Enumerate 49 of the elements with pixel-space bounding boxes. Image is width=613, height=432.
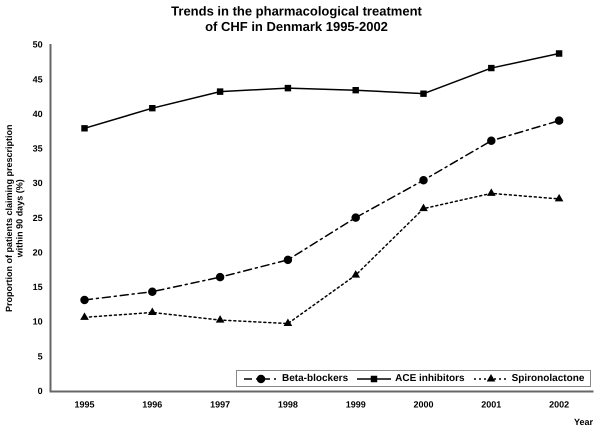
point xyxy=(284,256,292,264)
point xyxy=(284,84,292,92)
point xyxy=(284,319,292,326)
point xyxy=(81,125,88,132)
point xyxy=(488,64,495,72)
point xyxy=(420,90,427,97)
y-tick-label: 30 xyxy=(32,178,43,188)
x-tick-label: 2000 xyxy=(413,399,434,410)
point xyxy=(216,316,224,323)
y-tick-label: 35 xyxy=(32,144,43,154)
y-tick-label: 5 xyxy=(38,351,43,362)
chart-title: Trends in the pharmacological treatment of CHF in Denmark 1995-2002 xyxy=(171,3,423,34)
x-tick-label: 1999 xyxy=(346,399,366,410)
x-tick-label: 1996 xyxy=(142,399,162,410)
point xyxy=(555,194,563,202)
point xyxy=(352,86,359,94)
y-axis-title: Proportion of patients claiming prescription within 90 days (%) xyxy=(4,124,25,312)
point xyxy=(148,287,157,296)
point xyxy=(148,308,156,315)
x-tick-label: 1998 xyxy=(278,399,298,410)
legend-label: Beta-blockers xyxy=(282,373,348,384)
point xyxy=(420,204,428,212)
point xyxy=(149,104,156,112)
point xyxy=(80,313,88,320)
point xyxy=(487,136,496,145)
point xyxy=(556,50,562,57)
legend-label: Spironolactone xyxy=(512,373,584,384)
y-tick-label: 45 xyxy=(32,74,43,84)
y-tick-label: 0 xyxy=(38,386,43,396)
y-tick-label: 40 xyxy=(32,108,43,119)
x-axis-title: Year xyxy=(574,417,594,428)
y-tick-label: 50 xyxy=(32,40,43,50)
point xyxy=(80,296,89,304)
x-tick-label: 2002 xyxy=(549,399,570,410)
point xyxy=(216,88,224,95)
point xyxy=(554,116,564,125)
y-tick-label: 10 xyxy=(32,316,43,327)
legend-label: ACE inhibitors xyxy=(395,373,465,384)
point xyxy=(216,272,224,282)
point xyxy=(488,189,496,196)
y-tick-label: 15 xyxy=(32,282,43,292)
x-tick-label: 2001 xyxy=(481,399,502,410)
point xyxy=(351,213,360,222)
y-tick-label: 20 xyxy=(32,247,43,258)
y-tick-label: 25 xyxy=(32,212,43,223)
point xyxy=(352,270,360,278)
point xyxy=(419,176,428,184)
x-tick-label: 1995 xyxy=(74,399,95,410)
x-tick-label: 1997 xyxy=(210,399,230,410)
